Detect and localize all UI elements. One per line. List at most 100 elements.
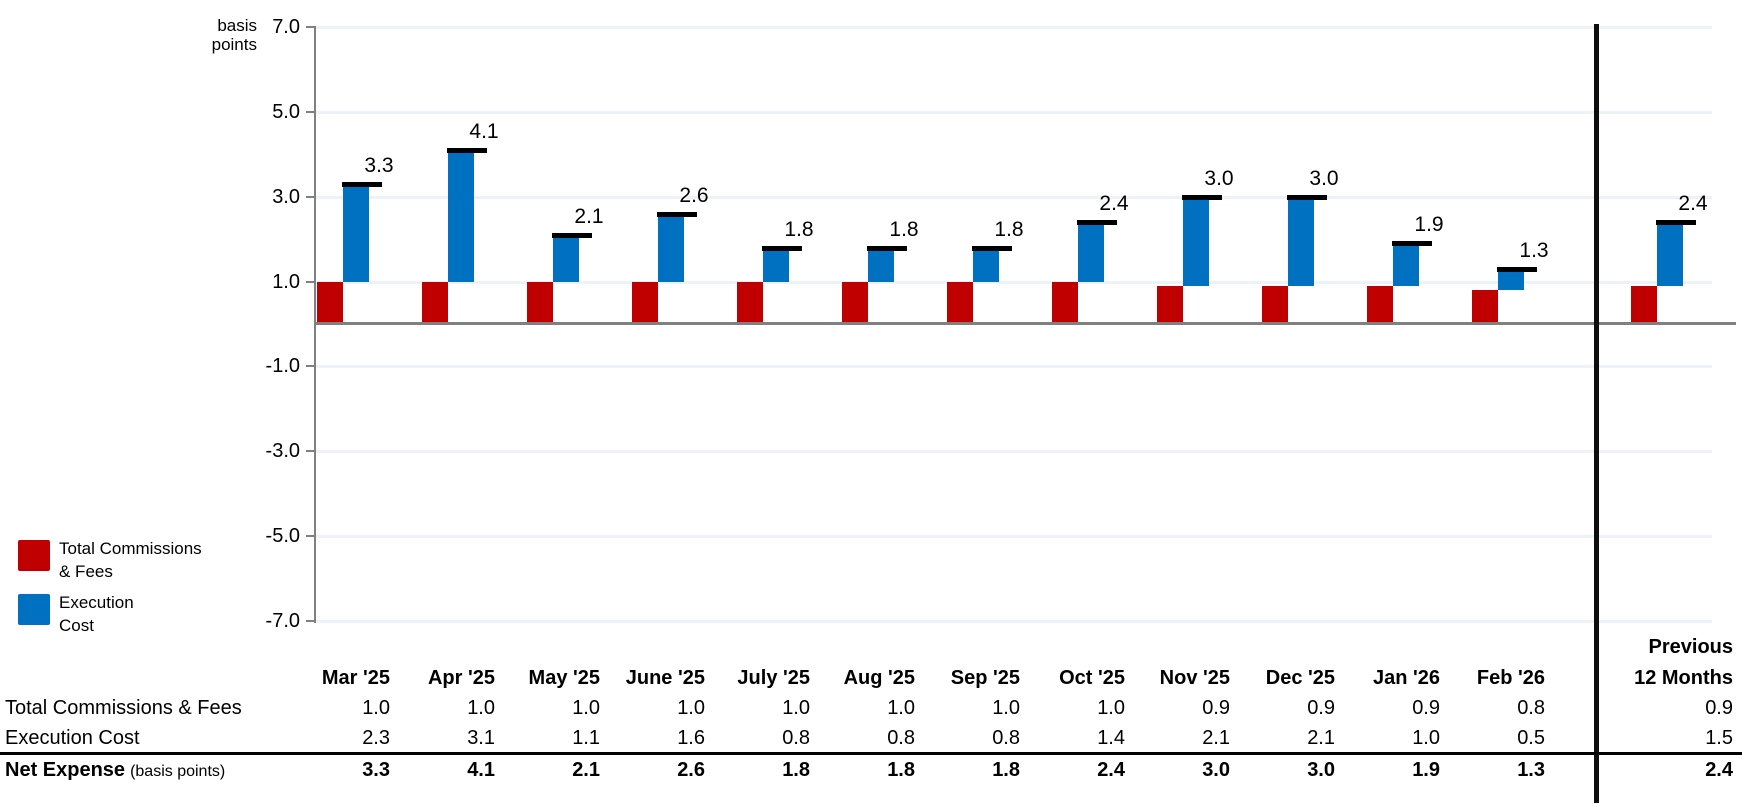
y-axis-tick-label: 3.0	[272, 185, 300, 208]
legend-label-line: Cost	[59, 616, 94, 635]
net-expense-cell: 4.1	[467, 759, 495, 781]
y-axis-tick	[306, 280, 314, 283]
y-axis-tick-label: -7.0	[265, 610, 300, 632]
commissions-cell: 1.0	[572, 697, 600, 719]
total-commissions-swatch-icon	[18, 540, 50, 571]
execution-bar	[1183, 196, 1209, 286]
execution-bar	[868, 247, 894, 282]
commissions-bar	[1367, 285, 1393, 324]
y-axis-tick	[306, 110, 314, 113]
legend-label-line: Execution	[59, 593, 134, 612]
commissions-cell: 1.0	[992, 697, 1020, 719]
table-row-label-execution: Execution Cost	[5, 727, 140, 749]
table-row-label-commissions: Total Commissions & Fees	[5, 697, 242, 719]
legend-label-line: & Fees	[59, 562, 113, 581]
execution-cell: 2.3	[362, 727, 390, 749]
y-axis-tick	[306, 620, 314, 622]
net-expense-value-label: 2.4	[1678, 192, 1708, 216]
net-expense-total-marker	[552, 232, 592, 238]
y-axis-tick	[306, 365, 314, 368]
net-expense-total-marker	[342, 181, 382, 187]
legend-item-total-commissions: Total Commissions & Fees	[18, 537, 202, 583]
commissions-cell: 0.9	[1307, 697, 1335, 719]
net-expense-value-label: 1.3	[1519, 238, 1549, 262]
table-month-header: Aug '25	[843, 667, 915, 689]
net-expense-cell-summary: 2.4	[1705, 759, 1733, 781]
net-expense-value-label: 4.1	[469, 120, 499, 144]
net-expense-total-marker	[1392, 241, 1432, 247]
y-axis-tick-label: -5.0	[265, 525, 300, 548]
execution-bar	[553, 234, 579, 282]
net-expense-total-marker	[1656, 220, 1696, 226]
net-expense-cell: 3.0	[1202, 759, 1230, 781]
execution-cell: 1.6	[677, 727, 705, 749]
previous-period-separator-line	[1594, 24, 1599, 803]
net-expense-total-marker	[867, 245, 907, 251]
net-expense-value-label: 3.0	[1309, 166, 1339, 190]
zero-baseline	[316, 322, 1736, 325]
table-month-header: July '25	[737, 667, 810, 689]
execution-bar	[1393, 243, 1419, 286]
net-expense-cell: 1.9	[1412, 759, 1440, 781]
execution-cell-summary: 1.5	[1705, 727, 1733, 749]
execution-bar	[448, 150, 474, 282]
y-axis-tick-label: -1.0	[265, 355, 300, 378]
table-summary-header-line1: Previous	[1648, 636, 1733, 658]
legend-label-line: Total Commissions	[59, 539, 202, 558]
y-axis-tick	[306, 25, 314, 28]
y-axis-tick-label: 7.0	[272, 15, 300, 38]
y-gridline	[316, 195, 1712, 199]
commissions-bar	[947, 281, 973, 324]
execution-bar	[343, 183, 369, 282]
table-month-header: Dec '25	[1265, 667, 1335, 689]
table-month-header: Apr '25	[427, 667, 495, 689]
execution-bar	[973, 247, 999, 282]
execution-cell: 3.1	[467, 727, 495, 749]
commissions-cell: 0.8	[1517, 697, 1545, 719]
net-expense-value-label: 1.8	[994, 217, 1024, 241]
commissions-bar	[317, 281, 343, 324]
execution-bar	[1498, 268, 1524, 291]
table-month-header: Oct '25	[1059, 667, 1125, 689]
table-month-header: Feb '26	[1476, 667, 1545, 689]
y-axis-tick-label: 5.0	[272, 100, 300, 123]
execution-bar	[1657, 222, 1683, 286]
execution-cell: 0.5	[1517, 727, 1545, 749]
commissions-bar	[422, 281, 448, 324]
execution-bar	[658, 213, 684, 282]
y-axis-line	[314, 26, 316, 623]
net-expense-value-label: 1.8	[889, 217, 919, 241]
commissions-bar	[737, 281, 763, 324]
execution-cell: 1.1	[572, 727, 600, 749]
net-expense-total-marker	[1182, 194, 1222, 200]
commissions-bar	[1262, 285, 1288, 324]
y-gridline	[316, 110, 1712, 114]
total-row-rule	[0, 752, 1742, 755]
commissions-bar	[1052, 281, 1078, 324]
commissions-bar	[1472, 290, 1498, 324]
table-month-header: Sep '25	[950, 667, 1020, 689]
execution-cell: 0.8	[887, 727, 915, 749]
net-expense-total-marker	[1497, 266, 1537, 272]
net-expense-total-marker	[447, 148, 487, 154]
net-expense-cell: 1.8	[992, 759, 1020, 781]
y-axis-tick-label: -3.0	[265, 440, 300, 463]
net-expense-value-label: 2.6	[679, 183, 709, 207]
commissions-cell-summary: 0.9	[1705, 697, 1733, 719]
table-row-label-net-expense: Net Expense (basis points)	[5, 757, 225, 785]
commissions-bar	[632, 281, 658, 324]
net-expense-total-marker	[657, 211, 697, 217]
y-gridline	[316, 25, 1712, 29]
table-month-header: Nov '25	[1159, 667, 1230, 689]
net-expense-cell: 1.8	[782, 759, 810, 781]
y-gridline	[316, 535, 1712, 539]
y-axis-tick	[306, 195, 314, 198]
commissions-bar	[1631, 285, 1657, 324]
table-month-header: June '25	[625, 667, 705, 689]
net-expense-total-marker	[1077, 220, 1117, 226]
net-expense-cell: 2.4	[1097, 759, 1125, 781]
commissions-cell: 1.0	[782, 697, 810, 719]
table-month-header: Jan '26	[1372, 667, 1440, 689]
commissions-cell: 1.0	[1097, 697, 1125, 719]
